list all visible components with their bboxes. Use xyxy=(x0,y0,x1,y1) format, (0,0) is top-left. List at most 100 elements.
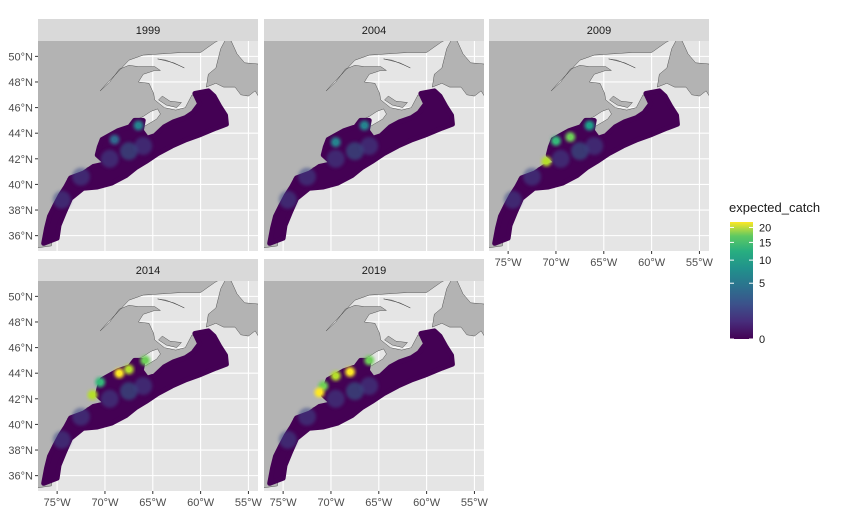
legend-break-label: 0 xyxy=(759,334,765,346)
y-tick-label: 44°N xyxy=(8,368,33,380)
legend-break-label: 5 xyxy=(759,278,765,290)
y-tick-label: 48°N xyxy=(8,317,33,329)
x-tick-label: 55°W xyxy=(461,497,489,509)
facet-strip-label: 2014 xyxy=(136,265,160,277)
x-tick-label: 60°W xyxy=(187,497,215,509)
legend-colorbar xyxy=(730,222,753,339)
y-tick-label: 50°N xyxy=(8,51,33,63)
facet-strip xyxy=(38,259,258,281)
catch-shade xyxy=(298,407,317,426)
catch-shade xyxy=(551,149,570,168)
catch-hotspot-core xyxy=(126,366,132,372)
facet-strip xyxy=(489,19,709,41)
y-tick-label: 44°N xyxy=(8,128,33,140)
land-pei xyxy=(384,95,408,108)
catch-shade xyxy=(278,190,297,209)
y-tick-label: 38°N xyxy=(8,205,33,217)
x-tick-label: 70°W xyxy=(317,497,345,509)
legend-break-label: 20 xyxy=(759,222,771,234)
y-tick-label: 42°N xyxy=(8,394,33,406)
facet-panel-2014: 2014 xyxy=(38,259,258,491)
catch-shade xyxy=(326,149,345,168)
catch-hotspot-core xyxy=(135,122,142,129)
facet-strip-label: 2004 xyxy=(362,25,386,37)
y-tick-label: 36°N xyxy=(8,471,33,483)
land-newfoundland xyxy=(206,281,258,337)
legend: expected_catch 20 15 10 5 0 xyxy=(729,200,820,346)
catch-domain xyxy=(267,88,455,246)
land-anticosti xyxy=(157,58,185,69)
catch-shade xyxy=(119,382,138,401)
catch-shade xyxy=(52,190,71,209)
catch-shade xyxy=(100,389,119,408)
catch-shade xyxy=(72,167,91,186)
catch-shade xyxy=(52,430,71,449)
y-tick-label: 40°N xyxy=(8,179,33,191)
catch-domain xyxy=(492,88,680,246)
land-anticosti xyxy=(608,58,636,69)
facet-panel-2009: 2009 xyxy=(489,19,709,251)
catch-shade xyxy=(360,137,379,155)
legend-break-label: 15 xyxy=(759,237,771,249)
x-tick-label: 65°W xyxy=(590,257,618,269)
catch-hotspot-core xyxy=(111,136,118,143)
x-tick-label: 55°W xyxy=(235,497,263,509)
x-tick-label: 55°W xyxy=(686,257,714,269)
x-tick-label: 75°W xyxy=(495,257,523,269)
catch-shade xyxy=(72,407,91,426)
land-pei xyxy=(609,95,633,108)
facet-strip xyxy=(264,259,484,281)
y-tick-label: 46°N xyxy=(8,343,33,355)
land-anticosti xyxy=(383,298,411,309)
catch-shade xyxy=(134,137,153,155)
y-tick-label: 50°N xyxy=(8,291,33,303)
legend-break-label: 10 xyxy=(759,255,771,267)
x-tick-label: 60°W xyxy=(638,257,666,269)
x-tick-label: 65°W xyxy=(139,497,167,509)
catch-hotspot-core xyxy=(553,138,559,144)
facet-panel-2019: 2019 xyxy=(264,259,484,491)
facet-strip xyxy=(264,19,484,41)
legend-title: expected_catch xyxy=(729,200,820,215)
x-tick-label: 65°W xyxy=(365,497,393,509)
catch-domain xyxy=(41,328,229,486)
x-tick-label: 60°W xyxy=(413,497,441,509)
land-anticosti xyxy=(383,58,411,69)
catch-shade xyxy=(119,142,138,161)
catch-hotspot-core xyxy=(97,379,103,385)
land-pei xyxy=(384,335,408,348)
facet-strip-label: 1999 xyxy=(136,25,160,37)
land-pei xyxy=(158,95,182,108)
catch-shade xyxy=(278,430,297,449)
catch-hotspot-core xyxy=(316,389,323,396)
catch-hotspot-core xyxy=(543,158,549,164)
catch-shade xyxy=(570,142,589,161)
y-tick-label: 48°N xyxy=(8,77,33,89)
land-newfoundland xyxy=(432,41,484,97)
catch-hotspot-core xyxy=(320,383,326,389)
y-tick-label: 36°N xyxy=(8,231,33,243)
catch-shade xyxy=(298,167,317,186)
catch-shade xyxy=(100,149,119,168)
catch-shade xyxy=(523,167,542,186)
catch-shade xyxy=(326,389,345,408)
land-pei xyxy=(158,335,182,348)
axes-layer: 36°N 38°N 40°N 42°N 44°N 46°N 48°N 50°N 75°W 70°W… xyxy=(8,51,713,509)
panels-layer: 1999 2004 2009 2014 2019 xyxy=(38,19,709,491)
x-tick-label: 75°W xyxy=(44,497,72,509)
facet-strip-label: 2019 xyxy=(362,265,386,277)
facet-panel-1999: 1999 xyxy=(38,19,258,251)
facet-strip xyxy=(38,19,258,41)
x-tick-label: 70°W xyxy=(91,497,119,509)
land-newfoundland xyxy=(206,41,258,97)
catch-domain xyxy=(41,88,229,246)
catch-hotspot-core xyxy=(347,369,353,375)
catch-hotspot-core xyxy=(567,134,573,140)
catch-shade xyxy=(360,377,379,395)
catch-domain xyxy=(267,328,455,486)
catch-hotspot-core xyxy=(361,122,368,129)
catch-hotspot-core xyxy=(366,357,372,363)
facet-panel-2004: 2004 xyxy=(264,19,484,251)
catch-hotspot-core xyxy=(116,370,122,376)
